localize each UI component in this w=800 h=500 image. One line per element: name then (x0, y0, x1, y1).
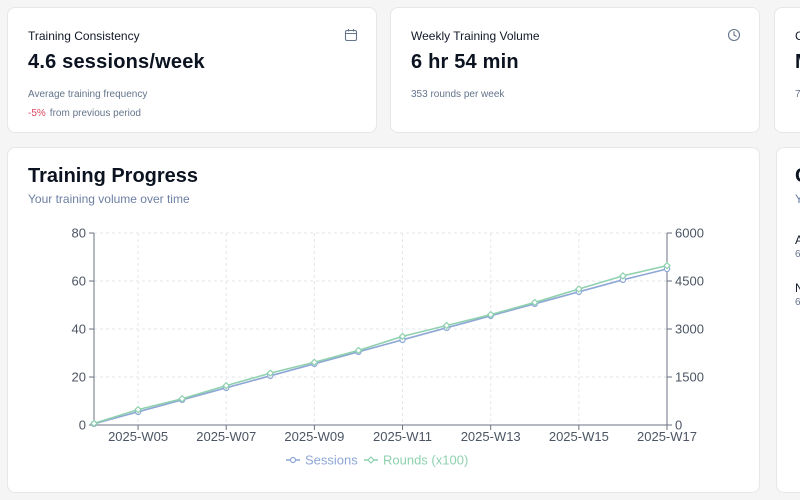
data-point-rounds (398, 332, 407, 341)
chart-title: Training Progress (28, 165, 199, 187)
x-tick-label: 2025-W09 (284, 429, 344, 444)
panel-title: C (795, 165, 800, 188)
stat-card-volume: Weekly Training Volume 6 hr 54 min 353 r… (390, 7, 760, 133)
data-point-rounds (574, 285, 583, 293)
right-panel-card: C Y A 6 N 6 (776, 147, 800, 493)
stat-subtitle: 353 rounds per week (411, 89, 505, 100)
stat-subtitle: Average training frequency (28, 89, 148, 100)
y-tick-label-right: 4500 (675, 274, 704, 289)
change-text: from previous period (49, 108, 141, 119)
y-tick-label-right: 1500 (675, 370, 704, 385)
y-tick-label-left: 0 (79, 418, 86, 433)
data-point-rounds (178, 394, 187, 403)
panel-item-sub: 6 (795, 249, 800, 260)
data-point-rounds (310, 358, 319, 367)
y-tick-label-left: 60 (72, 274, 86, 289)
data-point-rounds (222, 381, 231, 390)
x-tick-label: 2025-W07 (196, 429, 256, 444)
stat-card-consistency: Training Consistency 4.6 sessions/week A… (7, 7, 377, 133)
y-tick-label-right: 3000 (675, 322, 704, 337)
y-tick-label-left: 20 (72, 370, 86, 385)
panel-item-label: A (795, 233, 800, 247)
stat-title: C (795, 29, 800, 43)
y-tick-label-left: 80 (72, 226, 86, 241)
panel-item-sub: 6 (795, 297, 800, 308)
y-tick-label-left: 40 (72, 322, 86, 337)
legend-marker-rounds (367, 456, 375, 464)
legend-label-sessions: Sessions (305, 453, 358, 468)
stat-value: 4.6 sessions/week (28, 51, 205, 73)
change-value: -5% (28, 108, 46, 119)
stat-title: Training Consistency (28, 29, 140, 43)
calendar-icon (344, 29, 358, 42)
stat-subtitle: 7 (795, 89, 800, 100)
legend-marker-sessions (289, 456, 297, 464)
data-point-rounds (354, 346, 363, 355)
training-progress-chart: 0 20 40 60 80 0 1500 3000 4500 6000 2025-W05 2025-W… (72, 226, 704, 468)
stat-title: Weekly Training Volume (411, 29, 540, 43)
x-tick-label: 2025-W17 (637, 429, 697, 444)
data-point-rounds (90, 419, 98, 428)
x-tick-label: 2025-W05 (108, 429, 168, 444)
panel-subtitle: Y (795, 192, 800, 206)
series-line-rounds (93, 264, 668, 425)
stat-card-third: C M 7 (774, 7, 800, 133)
stat-change: -5% from previous period (28, 108, 141, 119)
data-point-rounds (530, 298, 539, 307)
x-tick-label: 2025-W11 (373, 429, 432, 444)
data-point-rounds (486, 310, 495, 319)
chart-subtitle: Your training volume over time (28, 192, 190, 206)
data-point-rounds (663, 261, 671, 270)
data-point-rounds (266, 369, 275, 378)
clock-icon (727, 28, 741, 42)
training-progress-card: Training Progress Your training volume o… (7, 147, 760, 493)
data-point-rounds (442, 321, 451, 330)
stat-value: 6 hr 54 min (411, 51, 519, 73)
series-line-sessions (93, 268, 668, 425)
panel-item-label: N (795, 281, 800, 295)
x-tick-label: 2025-W13 (461, 429, 521, 444)
x-tick-label: 2025-W15 (549, 429, 609, 444)
y-tick-label-right: 0 (675, 418, 682, 433)
y-tick-label-right: 6000 (675, 226, 704, 241)
legend-label-rounds: Rounds (x100) (383, 453, 468, 468)
data-point-rounds (134, 405, 142, 414)
data-point-rounds (619, 272, 627, 280)
stat-value: M (795, 51, 800, 74)
